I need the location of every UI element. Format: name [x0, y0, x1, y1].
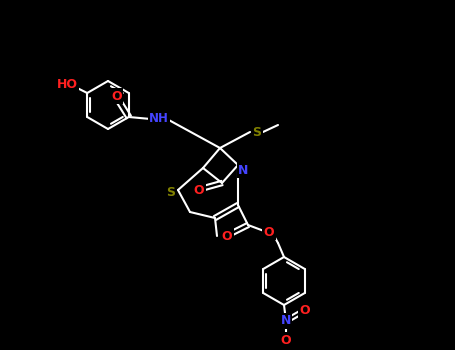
Text: HO: HO	[57, 77, 78, 91]
Text: O: O	[111, 90, 122, 103]
Text: S: S	[253, 126, 262, 139]
Text: O: O	[300, 304, 310, 317]
Text: N: N	[281, 315, 291, 328]
Text: O: O	[264, 225, 274, 238]
Text: O: O	[194, 184, 204, 197]
Text: NH: NH	[149, 112, 169, 126]
Text: O: O	[222, 230, 233, 243]
Text: O: O	[281, 334, 291, 346]
Text: S: S	[167, 187, 176, 199]
Text: N: N	[238, 163, 248, 176]
